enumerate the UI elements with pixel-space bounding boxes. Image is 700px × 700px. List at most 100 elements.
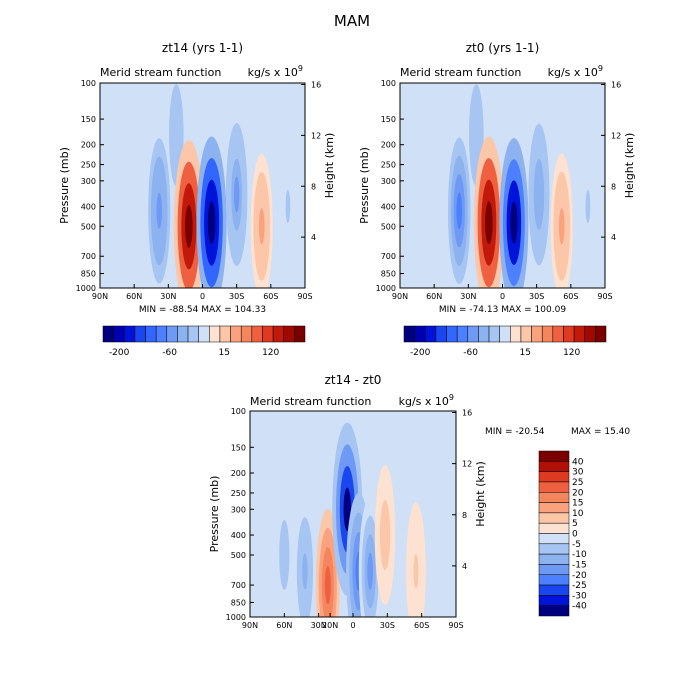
figure-suptitle: MAM [334, 12, 370, 30]
y2-tick-label: 8 [311, 182, 316, 191]
colorbar-swatch [272, 325, 284, 343]
y-tick-label: 250 [231, 489, 246, 498]
panel-title: zt0 (yrs 1-1) [466, 41, 540, 55]
colorbar-label: 15 [519, 348, 530, 358]
colorbar-swatch [538, 605, 570, 617]
field-cell [258, 208, 265, 245]
y-tick-label: 300 [81, 177, 96, 186]
colorbar-swatch [520, 325, 532, 343]
data-field [148, 83, 298, 288]
colorbar-swatch [595, 325, 607, 343]
field-cell [558, 208, 565, 245]
field-cell [382, 517, 388, 553]
y-axis-label: Pressure (mb) [358, 147, 371, 224]
field-cell [285, 189, 291, 224]
min-max-label: MIN = -88.54 MAX = 104.33 [139, 305, 266, 315]
x-tick-label: 30S [229, 292, 244, 301]
field-cell [156, 192, 162, 229]
colorbar-swatch [563, 325, 575, 343]
panel-units: kg/s x 109 [248, 64, 303, 79]
y2-tick-label: 16 [611, 81, 621, 90]
colorbar-label: -200 [109, 348, 130, 358]
y2-axis-label: Height (km) [474, 461, 487, 527]
colorbar-swatch [538, 553, 570, 565]
panel-units-exponent: 9 [598, 64, 603, 73]
colorbar-label: 15 [572, 499, 583, 509]
y2-tick-label: 8 [462, 511, 467, 520]
x-tick-label: 0 [500, 292, 505, 301]
colorbar-label: -30 [572, 591, 587, 601]
x-tick-label: 90S [597, 292, 612, 301]
colorbar-label: 120 [563, 348, 580, 358]
colorbar-label: 30 [572, 468, 584, 478]
data-field [447, 83, 598, 288]
y-tick-label: 1000 [76, 284, 96, 293]
colorbar-swatch [187, 325, 199, 343]
colorbar-label: -40 [572, 602, 587, 612]
colorbar-label: 5 [572, 519, 578, 529]
y-tick-label: 200 [231, 469, 246, 478]
colorbar-swatch [538, 461, 570, 472]
y-tick-label: 400 [231, 531, 246, 540]
colorbar-swatch [102, 325, 114, 343]
colorbar-swatch [538, 564, 570, 575]
panel-2: zt0 (yrs 1-1) Merid stream function kg/s x… [358, 41, 636, 358]
data-field [274, 422, 426, 617]
field-cell [233, 176, 240, 213]
colorbar-swatch [541, 325, 554, 343]
colorbar-swatch [531, 325, 543, 343]
field-cell [585, 189, 591, 224]
colorbar-swatch [240, 325, 253, 343]
colorbar-swatch [538, 533, 570, 545]
colorbar-label: 120 [262, 348, 279, 358]
colorbar-swatch [209, 325, 221, 343]
y2-axis-label: Height (km) [623, 133, 636, 199]
colorbar-swatch [538, 450, 570, 462]
x-tick-label: 60N [126, 292, 142, 301]
colorbar-swatch [456, 325, 469, 343]
field-cell [510, 201, 518, 244]
colorbar-swatch [403, 325, 415, 343]
y-tick-label: 150 [381, 115, 396, 124]
field-cell [456, 192, 463, 230]
x-tick-label: 30N [311, 621, 327, 630]
y-axis-label: Pressure (mb) [208, 476, 221, 553]
x-tick-label: 90N [242, 621, 258, 630]
colorbar-swatch [446, 325, 458, 343]
y2-tick-label: 16 [462, 409, 472, 418]
y-tick-label: 400 [381, 202, 396, 211]
y-tick-label: 850 [381, 270, 396, 279]
panel-title: zt14 - zt0 [325, 373, 382, 387]
y-tick-label: 100 [381, 79, 396, 88]
field-cell [281, 537, 287, 573]
y2-tick-label: 4 [611, 233, 616, 242]
y-tick-label: 250 [81, 161, 96, 170]
field-cell [302, 553, 308, 590]
field-cell [343, 487, 352, 531]
colorbar-label: 40 [572, 457, 584, 467]
panel-units-exponent: 9 [449, 393, 454, 402]
y-tick-label: 1000 [226, 613, 246, 622]
colorbar-swatch [414, 325, 426, 343]
colorbar-swatch [538, 512, 570, 524]
y2-tick-label: 4 [462, 562, 467, 571]
x-tick-label: 20N [322, 621, 338, 630]
colorbar-swatch [251, 325, 263, 343]
x-tick-label: 30S [529, 292, 544, 301]
colorbar-label: 0 [572, 530, 578, 540]
y-tick-label: 850 [81, 270, 96, 279]
colorbar-swatch [538, 522, 570, 534]
colorbar-swatch [573, 325, 585, 343]
field-cell [413, 554, 419, 589]
y-tick-label: 300 [381, 177, 396, 186]
y-tick-label: 500 [231, 551, 246, 560]
field-cell [485, 201, 493, 245]
colorbar-swatch [538, 584, 570, 596]
colorbar-label: 20 [572, 488, 584, 498]
x-tick-label: 90N [92, 292, 108, 301]
colorbar-swatch [198, 325, 210, 343]
colorbar-swatch [262, 325, 274, 343]
colorbar-label: 10 [572, 509, 584, 519]
colorbar-swatch [510, 325, 522, 343]
